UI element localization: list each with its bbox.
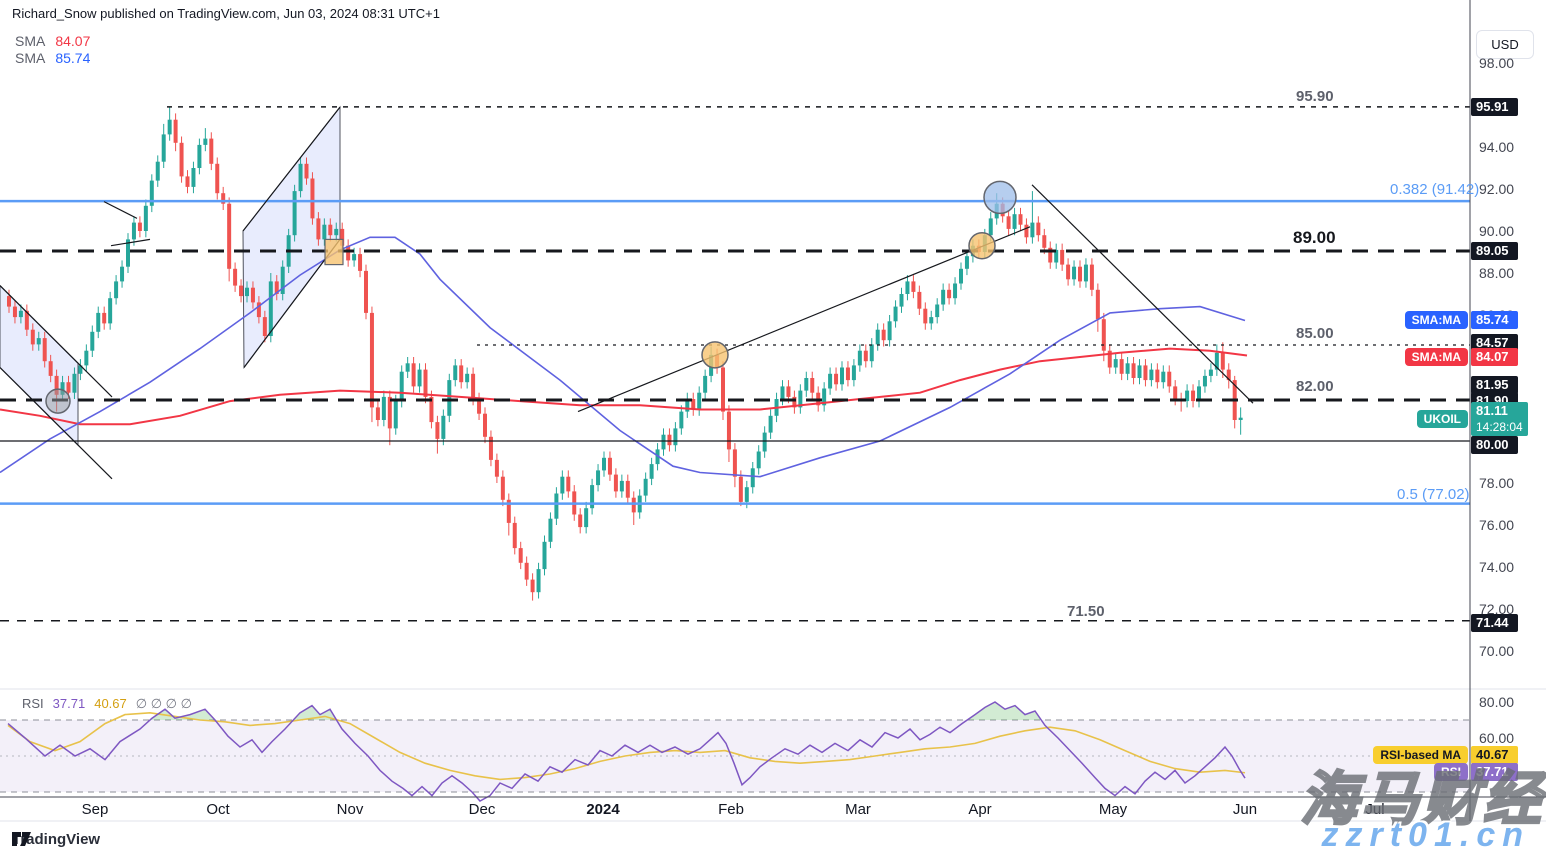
time-scale-label[interactable]: Nov bbox=[336, 801, 364, 818]
time-scale-label[interactable]: Mar bbox=[845, 801, 871, 818]
price-scale-tick[interactable]: 70.00 bbox=[1479, 643, 1515, 659]
price-scale-tick[interactable]: 76.00 bbox=[1479, 517, 1515, 533]
price-scale-tick[interactable]: 90.00 bbox=[1479, 223, 1515, 239]
time-scale-label[interactable]: Jul bbox=[1365, 801, 1385, 818]
price-axis-tag: 84.07 bbox=[1471, 348, 1518, 366]
sma-slow-value: 85.74 bbox=[55, 50, 91, 66]
tradingview-logo-icon bbox=[12, 832, 31, 846]
line-annotation: 89.00 bbox=[1293, 228, 1336, 247]
time-scale-label[interactable]: 2024 bbox=[586, 801, 620, 818]
tradingview-logo-text: TradingView bbox=[12, 831, 101, 848]
axis-label-pill: SMA:MA bbox=[1404, 348, 1468, 366]
price-scale-tick[interactable]: 80.00 bbox=[1479, 694, 1515, 710]
time-scale-label[interactable]: Apr bbox=[968, 801, 992, 818]
line-annotation: 95.90 bbox=[1296, 88, 1334, 105]
sma-legend: SMA 84.07 SMA 85.74 bbox=[15, 33, 90, 67]
time-scale-label[interactable]: Sep bbox=[81, 801, 109, 818]
horizontal-lines bbox=[0, 106, 1470, 622]
price-axis-tag: 85.74 bbox=[1471, 311, 1518, 329]
line-annotation: 71.50 bbox=[1067, 603, 1105, 620]
sma-slow-line[interactable] bbox=[0, 236, 1246, 478]
time-scale-label[interactable]: Feb bbox=[718, 801, 744, 818]
rsi-hidden-values: ∅ ∅ ∅ ∅ bbox=[135, 696, 192, 711]
axis-label-pill: SMA:MA bbox=[1404, 311, 1468, 329]
line-annotation: 0.382 (91.42) bbox=[1390, 181, 1480, 198]
axis-label-pill: UKOIL bbox=[1416, 410, 1468, 428]
sma-slow-legend-row[interactable]: SMA 85.74 bbox=[15, 50, 90, 67]
time-scale-label[interactable]: Oct bbox=[206, 801, 230, 818]
line-annotation: 85.00 bbox=[1296, 325, 1334, 342]
price-axis-tag: 71.44 bbox=[1471, 614, 1518, 632]
price-axis-tag: 81.95 bbox=[1471, 376, 1518, 394]
price-axis-tag: 84.57 bbox=[1471, 334, 1518, 352]
sma-fast-legend-row[interactable]: SMA 84.07 bbox=[15, 33, 90, 50]
price-scale-tick[interactable]: 74.00 bbox=[1479, 559, 1515, 575]
price-scale-tick[interactable]: 72.00 bbox=[1479, 601, 1515, 617]
price-axis-tag: 89.05 bbox=[1471, 242, 1518, 260]
rsi-line[interactable] bbox=[7, 701, 1246, 802]
line-annotation: 0.5 (77.02) bbox=[1397, 486, 1470, 503]
price-axis-tag: 37.71 bbox=[1471, 763, 1518, 781]
last-trade-time: 14:28:04 bbox=[1476, 420, 1523, 434]
price-scale-tick[interactable]: 92.00 bbox=[1479, 181, 1515, 197]
pane-borders bbox=[0, 0, 1546, 822]
price-scale-tick[interactable]: 98.00 bbox=[1479, 55, 1515, 71]
time-scale-label[interactable]: Jun bbox=[1232, 801, 1258, 818]
publish-header: Richard_Snow published on TradingView.co… bbox=[12, 6, 440, 21]
rsi-value: 37.71 bbox=[52, 696, 86, 711]
time-scale-label[interactable]: Dec bbox=[468, 801, 496, 818]
price-axis-tag: 40.67 bbox=[1471, 746, 1518, 764]
sma-fast-line[interactable] bbox=[0, 347, 1248, 426]
candlestick-series bbox=[7, 107, 1243, 601]
sma-fast-label: SMA bbox=[15, 33, 46, 49]
axis-label-pill: RSI bbox=[1433, 763, 1468, 781]
line-annotation: 82.00 bbox=[1296, 378, 1334, 395]
rsi-ma-value: 40.67 bbox=[94, 696, 127, 711]
rsi-ma-line[interactable] bbox=[7, 711, 1246, 781]
price-scale-tick[interactable]: 78.00 bbox=[1479, 475, 1515, 491]
sma-slow-label: SMA bbox=[15, 50, 46, 66]
watermark-url: zzrt01.cn bbox=[1321, 816, 1530, 854]
rsi-label: RSI bbox=[22, 696, 44, 711]
currency-toggle-button[interactable]: USD bbox=[1476, 30, 1534, 59]
tradingview-logo[interactable]: TradingView bbox=[12, 831, 100, 848]
axis-label-pill: RSI-based MA bbox=[1373, 746, 1468, 764]
rsi-overbought-fill bbox=[150, 702, 1042, 720]
rsi-legend[interactable]: RSI 37.71 40.67 ∅ ∅ ∅ ∅ bbox=[22, 696, 201, 712]
time-scale-label[interactable]: May bbox=[1098, 801, 1128, 818]
price-scale-tick[interactable]: 94.00 bbox=[1479, 139, 1515, 155]
price-axis-tag: 81.11 14:28:04 bbox=[1471, 402, 1528, 436]
price-axis-tag: 80.00 bbox=[1471, 436, 1518, 454]
rsi-band bbox=[0, 719, 1470, 793]
price-axis-tag: 95.91 bbox=[1471, 98, 1518, 116]
price-scale-tick[interactable]: 88.00 bbox=[1479, 265, 1515, 281]
trendlines bbox=[0, 106, 1254, 480]
price-scale-tick[interactable]: 60.00 bbox=[1479, 730, 1515, 746]
watermark-cjk: 海马财经 bbox=[1299, 766, 1544, 834]
event-markers bbox=[45, 180, 1017, 414]
sma-fast-value: 84.07 bbox=[55, 33, 91, 49]
